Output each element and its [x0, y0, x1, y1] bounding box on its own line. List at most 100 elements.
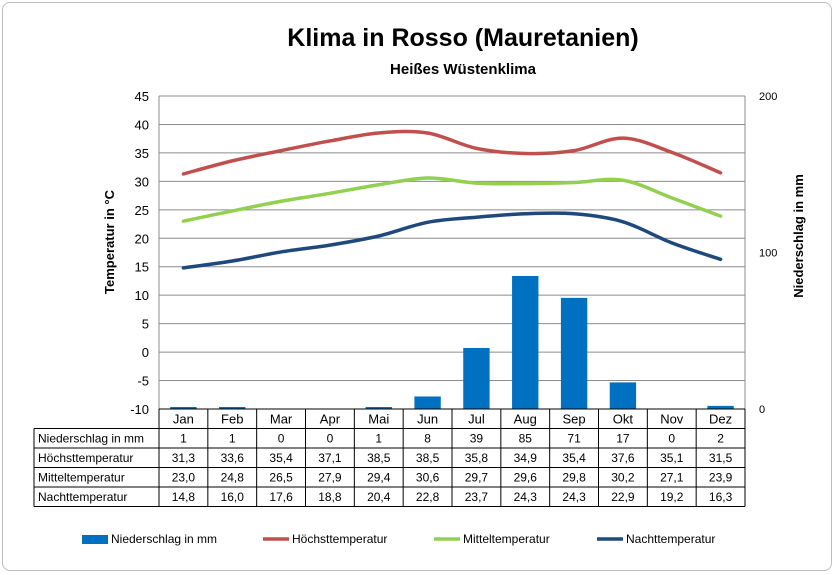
- table-cell: 39: [470, 432, 484, 446]
- month-label: Sep: [563, 412, 586, 427]
- table-cell: 20,4: [367, 490, 391, 504]
- gridlines: [158, 95, 746, 410]
- table-cell: 27,1: [660, 471, 684, 485]
- max-temp-line: [181, 129, 723, 176]
- table-cell: 27,9: [318, 471, 342, 485]
- chart-subtitle: Heißes Wüstenklima: [390, 61, 536, 78]
- table-cell: 85: [519, 432, 533, 446]
- table-cell: 24,3: [514, 490, 538, 504]
- left-tick-label: 45: [135, 89, 149, 104]
- month-label: Apr: [320, 412, 341, 427]
- left-tick-label: 0: [142, 345, 149, 360]
- precipitation-bar: [560, 297, 588, 409]
- legend: Niederschlag in mm Höchsttemperatur Mittel…: [82, 532, 715, 546]
- left-axis-title: Temperatur in °C: [102, 189, 117, 294]
- precipitation-bar: [463, 347, 490, 409]
- table-cell: 23,9: [709, 471, 733, 485]
- table-cell: 24,8: [221, 471, 245, 485]
- table-cell: 35,4: [562, 451, 586, 465]
- month-label: Okt: [613, 412, 634, 427]
- table-cell: 2: [717, 432, 724, 446]
- month-label: Jun: [417, 412, 438, 427]
- left-tick-label: 40: [135, 117, 149, 132]
- table-cell: 1: [229, 432, 236, 446]
- month-label: Dez: [709, 412, 732, 427]
- table-row-label: Niederschlag in mm: [38, 432, 144, 446]
- table-cell: 30,2: [611, 471, 635, 485]
- month-label: Jan: [173, 412, 194, 427]
- precipitation-bar: [414, 396, 441, 409]
- table-cell: 37,6: [611, 451, 635, 465]
- left-axis-ticks: -10 -5 0 5 10 15 20 25 30 35 40 45: [130, 89, 149, 417]
- table-cell: 0: [668, 432, 675, 446]
- legend-label: Niederschlag in mm: [111, 532, 217, 546]
- table-cell: 29,4: [367, 471, 391, 485]
- table-cell: 1: [180, 432, 187, 446]
- left-tick-label: 30: [135, 174, 149, 189]
- table-cell: 17,6: [269, 490, 293, 504]
- chart-title: Klima in Rosso (Mauretanien): [287, 24, 639, 52]
- month-label: Jul: [468, 412, 485, 427]
- left-tick-label: 10: [135, 288, 149, 303]
- table-cell: 0: [278, 432, 285, 446]
- left-tick-label: -10: [130, 402, 149, 417]
- legend-swatch: [82, 535, 108, 544]
- table-cell: 31,5: [709, 451, 733, 465]
- left-tick-label: 20: [135, 231, 149, 246]
- table-cell: 23,7: [465, 490, 489, 504]
- precipitation-bars: [170, 275, 734, 409]
- month-label: Feb: [221, 412, 243, 427]
- table-cell: 29,8: [562, 471, 586, 485]
- table-cell: 0: [327, 432, 334, 446]
- mean-temp-line: [181, 176, 723, 223]
- month-label: Mar: [270, 412, 293, 427]
- table-cell: 14,8: [172, 490, 196, 504]
- night-temp-line: [181, 211, 723, 270]
- table-cell: 23,0: [172, 471, 196, 485]
- table-cell: 29,6: [514, 471, 538, 485]
- table-cell: 30,6: [416, 471, 440, 485]
- table-cell: 31,3: [172, 451, 196, 465]
- precipitation-bar: [512, 275, 539, 409]
- legend-label: Höchsttemperatur: [292, 532, 387, 546]
- table-row-label: Mitteltemperatur: [38, 471, 125, 485]
- legend-label: Mitteltemperatur: [463, 532, 550, 546]
- table-cell: 34,9: [514, 451, 538, 465]
- table-cell: 17: [616, 432, 630, 446]
- table-cell: 18,8: [318, 490, 342, 504]
- table-row-label: Höchsttemperatur: [38, 451, 133, 465]
- table-cell: 35,8: [465, 451, 489, 465]
- table-cell: 35,4: [269, 451, 293, 465]
- table-cell: 37,1: [318, 451, 342, 465]
- table-cell: 19,2: [660, 490, 684, 504]
- left-tick-label: 25: [135, 203, 149, 218]
- month-label: Mai: [368, 412, 389, 427]
- table-cell: 26,5: [269, 471, 293, 485]
- precipitation-bar: [609, 382, 637, 409]
- precipitation-bar: [707, 405, 734, 409]
- left-tick-label: 5: [142, 317, 149, 332]
- table-cell: 33,6: [221, 451, 245, 465]
- precipitation-bar: [219, 407, 246, 409]
- right-axis-ticks: 0 100 200: [759, 91, 777, 416]
- table-cell: 22,8: [416, 490, 440, 504]
- table-cell: 29,7: [465, 471, 489, 485]
- table-cell: 22,9: [611, 490, 635, 504]
- right-tick-label: 200: [759, 91, 777, 103]
- legend-label: Nachttemperatur: [626, 532, 715, 546]
- month-label: Aug: [514, 412, 537, 427]
- table-cell: 38,5: [416, 451, 440, 465]
- data-table: Jan Feb Mar Apr Mai Jun Jul Aug Sep Okt Nov Dez Nied…: [33, 408, 746, 507]
- left-tick-label: -5: [137, 374, 149, 389]
- left-tick-label: 15: [135, 260, 149, 275]
- table-cell: 8: [424, 432, 431, 446]
- right-axis-title: Niederschlag in mm: [791, 174, 806, 298]
- precipitation-bar: [365, 407, 392, 409]
- table-cell: 38,5: [367, 451, 391, 465]
- month-label: Nov: [660, 412, 684, 427]
- table-cell: 16,0: [221, 490, 245, 504]
- table-row-label: Nachttemperatur: [38, 490, 127, 504]
- table-cell: 1: [375, 432, 382, 446]
